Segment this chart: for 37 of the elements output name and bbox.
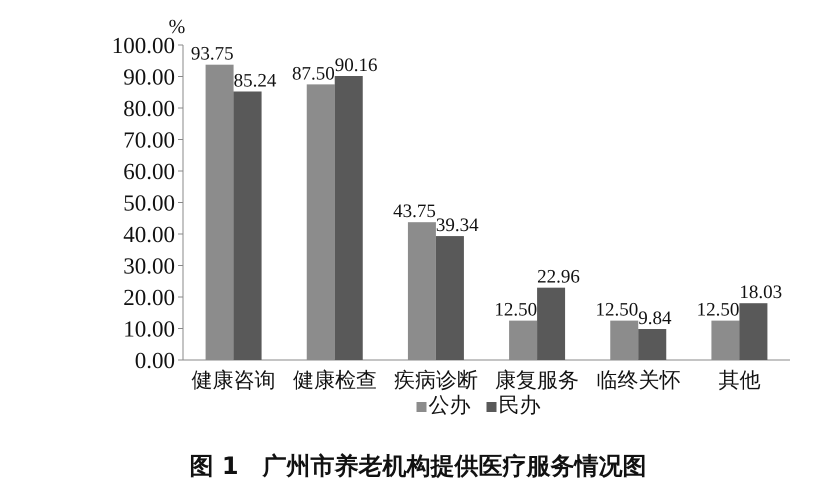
data-label: 39.34 xyxy=(436,215,480,236)
data-label: 12.50 xyxy=(596,300,638,321)
y-tick-label: 20.00 xyxy=(123,285,175,310)
data-label: 9.84 xyxy=(638,308,672,330)
legend-label: 民办 xyxy=(498,393,540,417)
data-label: 43.75 xyxy=(393,201,436,222)
y-tick-label: 50.00 xyxy=(123,190,175,216)
bar xyxy=(537,288,566,360)
y-tick-label: 90.00 xyxy=(123,64,175,90)
data-label: 85.24 xyxy=(234,70,277,92)
data-label: 87.50 xyxy=(292,63,335,84)
bar xyxy=(638,329,666,360)
y-tick-label: 70.00 xyxy=(123,128,175,152)
x-tick-label: 疾病诊断 xyxy=(394,368,478,392)
x-tick-label: 临终关怀 xyxy=(596,368,680,392)
y-tick-label: 30.00 xyxy=(123,254,175,278)
y-tick-label: 0.00 xyxy=(134,348,175,373)
data-label: 12.50 xyxy=(696,300,740,321)
data-label: 18.03 xyxy=(739,282,782,304)
legend-label: 公办 xyxy=(428,393,470,417)
data-label: 90.16 xyxy=(334,54,378,76)
y-tick-label: 10.00 xyxy=(123,316,175,342)
bar xyxy=(739,303,768,360)
bar xyxy=(234,91,262,360)
x-tick-label: 康复服务 xyxy=(495,368,580,392)
x-tick-label: 健康咨询 xyxy=(192,368,276,392)
x-tick-label: 健康检查 xyxy=(292,368,377,392)
bar xyxy=(436,236,464,360)
y-tick-label: 60.00 xyxy=(123,159,175,184)
data-label: 22.96 xyxy=(537,266,580,288)
data-label: 12.50 xyxy=(494,300,538,321)
x-tick-label: 其他 xyxy=(718,368,760,392)
data-label: 93.75 xyxy=(190,44,234,65)
bar xyxy=(334,76,363,360)
y-tick-label: 80.00 xyxy=(123,96,175,121)
y-tick-label: 40.00 xyxy=(123,222,175,247)
text: 图 1 广州市养老机构提供医疗服务情况图 xyxy=(189,452,647,480)
